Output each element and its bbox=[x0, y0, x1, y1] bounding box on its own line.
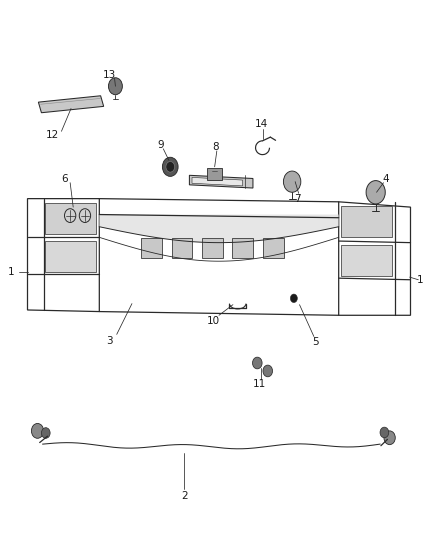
Circle shape bbox=[366, 181, 385, 204]
Circle shape bbox=[32, 423, 44, 438]
Circle shape bbox=[290, 294, 297, 303]
Polygon shape bbox=[202, 238, 223, 258]
Polygon shape bbox=[233, 238, 253, 258]
Polygon shape bbox=[141, 238, 162, 258]
Polygon shape bbox=[45, 203, 96, 233]
Text: 13: 13 bbox=[102, 70, 116, 79]
Text: 4: 4 bbox=[382, 174, 389, 184]
Circle shape bbox=[380, 427, 389, 438]
Circle shape bbox=[263, 365, 272, 377]
Text: 9: 9 bbox=[157, 140, 163, 150]
Polygon shape bbox=[99, 215, 339, 243]
Polygon shape bbox=[39, 96, 104, 113]
Text: 5: 5 bbox=[312, 337, 319, 347]
Text: 14: 14 bbox=[255, 119, 268, 130]
Polygon shape bbox=[192, 177, 243, 186]
Text: 11: 11 bbox=[253, 379, 267, 389]
Text: 2: 2 bbox=[181, 490, 187, 500]
Text: 10: 10 bbox=[207, 316, 220, 326]
Circle shape bbox=[384, 431, 395, 445]
Polygon shape bbox=[172, 238, 192, 258]
Polygon shape bbox=[207, 168, 223, 180]
Polygon shape bbox=[341, 206, 392, 237]
Circle shape bbox=[283, 171, 301, 192]
Text: 1: 1 bbox=[7, 267, 14, 277]
Text: 8: 8 bbox=[212, 142, 219, 152]
Text: 12: 12 bbox=[46, 130, 60, 140]
Circle shape bbox=[253, 357, 262, 369]
Circle shape bbox=[109, 78, 122, 95]
Text: 1: 1 bbox=[417, 274, 424, 285]
Circle shape bbox=[162, 157, 178, 176]
Polygon shape bbox=[189, 175, 253, 188]
Text: 7: 7 bbox=[294, 193, 300, 204]
Circle shape bbox=[42, 427, 50, 438]
Circle shape bbox=[166, 161, 175, 172]
Polygon shape bbox=[263, 238, 284, 258]
Text: 3: 3 bbox=[106, 336, 113, 346]
Text: 6: 6 bbox=[61, 174, 68, 184]
Polygon shape bbox=[45, 241, 96, 272]
Polygon shape bbox=[341, 245, 392, 276]
